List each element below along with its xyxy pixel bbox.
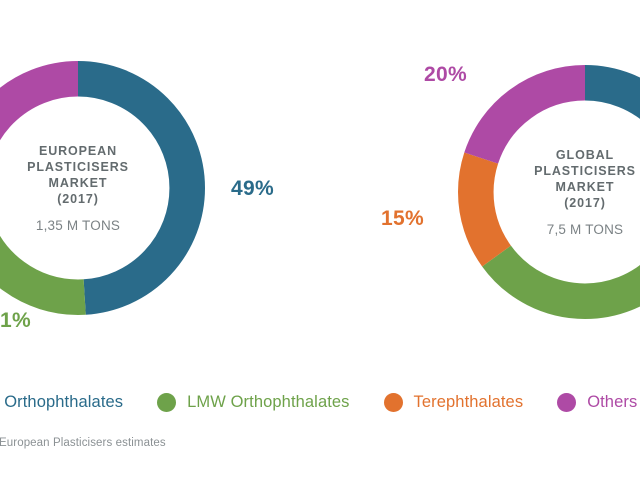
chart-legend: HMW Orthophthalates LMW Orthophthalates … (0, 387, 640, 417)
legend-label: LMW Orthophthalates (187, 392, 350, 411)
legend-item-lmw-orthophthalates: LMW Orthophthalates (157, 392, 350, 412)
legend-label: Others (587, 392, 638, 411)
donut-chart-global: GLOBAL PLASTICISERS MARKET (2017) 7,5 M … (457, 64, 640, 320)
callout-global-others-percent: 20% (424, 63, 467, 86)
callout-european-lmw-percent: 21% (0, 309, 31, 332)
callout-global-terephthalates-percent: 15% (381, 207, 424, 230)
donut-svg-european (0, 60, 206, 316)
donut-slice (457, 64, 640, 320)
donut-slice (0, 60, 206, 316)
legend-item-hmw-orthophthalates: HMW Orthophthalates (0, 393, 123, 412)
donut-slices-global (457, 64, 640, 320)
callout-european-hmw-percent: 49% (231, 177, 274, 200)
donut-slice (457, 64, 640, 320)
legend-item-others: Others (557, 392, 638, 412)
source-footnote: European Plasticisers estimates (0, 437, 166, 449)
donut-slices-european (0, 60, 206, 316)
legend-label: HMW Orthophthalates (0, 392, 124, 411)
legend-label: Terephthalates (413, 392, 524, 411)
donut-chart-european: EUROPEAN PLASTICISERS MARKET (2017) 1,35… (0, 60, 206, 316)
donut-svg-global (457, 64, 640, 320)
legend-dot-icon (157, 392, 177, 412)
donut-slice (0, 60, 206, 316)
legend-dot-icon (383, 392, 403, 412)
donut-slice (457, 64, 640, 320)
legend-item-terephthalates: Terephthalates (383, 392, 524, 412)
legend-dot-icon (557, 392, 577, 412)
donut-slice (0, 60, 206, 316)
